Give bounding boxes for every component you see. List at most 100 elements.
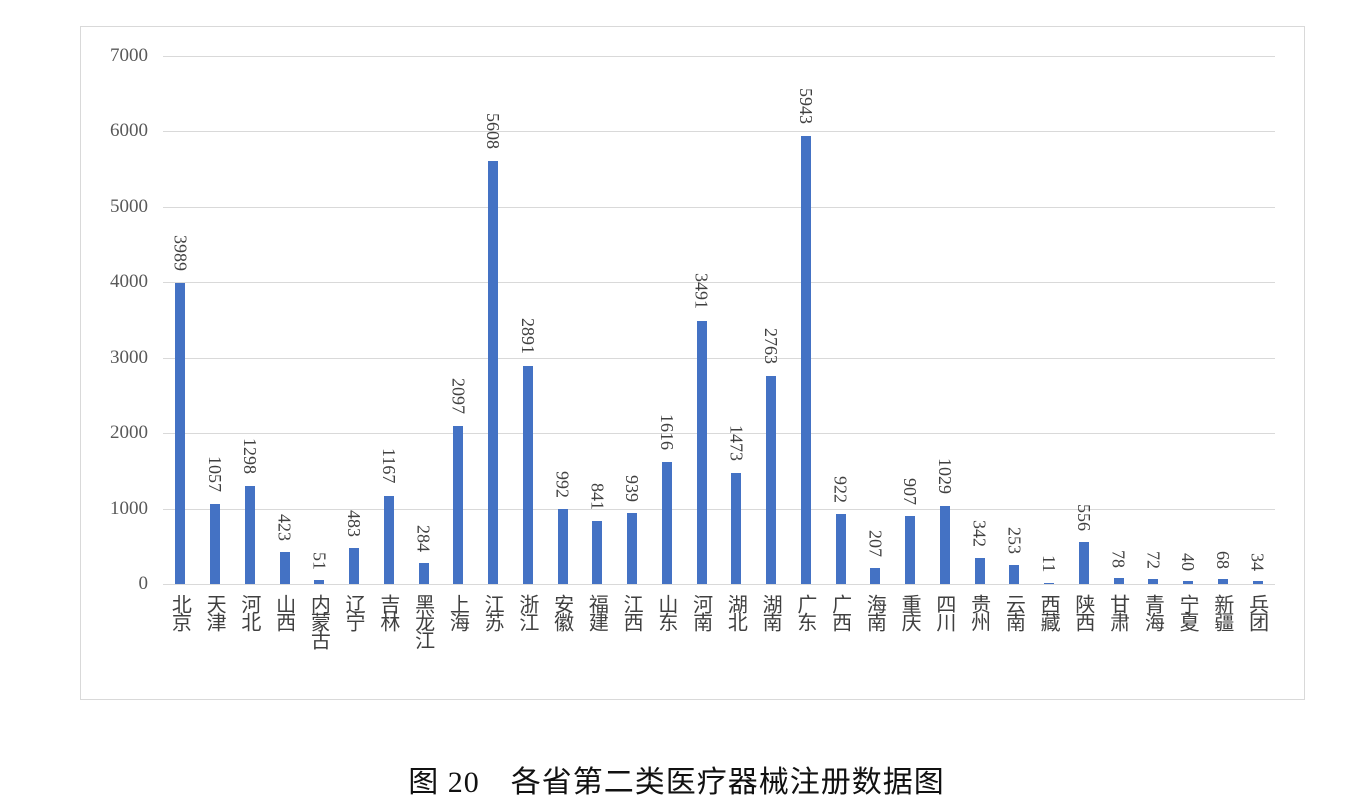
x-tick-label: 江苏 [481,594,506,630]
data-label: 992 [552,471,573,499]
x-tick-label: 黑龙江 [411,594,436,648]
x-tick-label: 甘肃 [1106,594,1131,630]
bar [939,506,950,584]
x-tick-label: 青海 [1141,594,1166,630]
x-tick-label: 江西 [620,594,645,630]
data-label: 5608 [483,112,504,149]
y-tick-label: 3000 [110,346,148,368]
x-tick-label: 广西 [828,594,853,630]
data-label: 939 [622,475,643,503]
data-label: 2763 [761,327,782,364]
chart-frame [80,26,1305,700]
x-tick-label: 北京 [168,594,193,630]
x-tick-label: 浙江 [515,594,540,630]
bar [1044,583,1055,584]
data-label: 556 [1073,504,1094,532]
x-tick-label: 内蒙古 [307,594,332,648]
y-tick-label: 6000 [110,120,148,142]
data-label: 72 [1143,550,1164,569]
bar [800,135,811,584]
gridline [163,508,1275,510]
bar [279,552,290,584]
x-tick-label: 上海 [446,594,471,630]
gridline [163,433,1275,435]
bar [210,504,221,584]
y-tick-label: 5000 [110,195,148,217]
data-label: 2097 [448,377,469,414]
x-tick-label: 湖北 [724,594,749,630]
data-label: 284 [413,524,434,552]
data-label: 5943 [795,87,816,124]
y-tick-label: 2000 [110,422,148,444]
bar [349,547,360,584]
x-tick-label: 陕西 [1071,594,1096,630]
bar [1252,581,1263,584]
bar [557,509,568,584]
bar [383,495,394,584]
x-tick-label: 河北 [237,594,262,630]
bar [627,513,638,584]
data-label: 907 [900,477,921,505]
x-tick-label: 天津 [203,594,228,630]
x-tick-label: 贵州 [967,594,992,630]
x-tick-label: 广东 [793,594,818,630]
bar [522,365,533,584]
gridline [163,357,1275,359]
x-tick-label: 安徽 [550,594,575,630]
x-tick-label: 辽宁 [342,594,367,630]
figure-caption: 图 20 各省第二类医疗器械注册数据图 [0,757,1353,801]
bar [1009,564,1020,584]
bar [766,375,777,584]
bar [314,580,325,584]
data-label: 1057 [205,456,226,493]
bar [488,161,499,584]
bar [905,515,916,584]
bar [453,425,464,584]
data-label: 841 [587,482,608,510]
data-label: 253 [1004,526,1025,554]
bar [696,320,707,584]
data-label: 342 [969,520,990,548]
bar [1078,542,1089,584]
data-label: 40 [1178,552,1199,571]
data-label: 3491 [691,272,712,309]
y-tick-label: 0 [138,573,149,594]
y-tick-label: 4000 [110,271,148,293]
x-tick-label: 重庆 [898,594,923,630]
data-label: 34 [1247,553,1268,572]
bar [175,283,186,584]
x-tick-label: 四川 [932,594,957,630]
data-label: 1616 [656,414,677,451]
data-label: 483 [344,509,365,537]
x-tick-label: 福建 [585,594,610,630]
x-tick-label: 河南 [689,594,714,630]
data-label: 68 [1212,550,1233,569]
bar [1113,578,1124,584]
data-label: 922 [830,476,851,504]
data-label: 1298 [239,438,260,475]
gridline [163,56,1275,57]
bar [661,462,672,584]
y-tick-label: 7000 [110,45,148,66]
data-label: 1029 [934,458,955,495]
caption-prefix: 图 20 [408,766,480,799]
x-tick-label: 云南 [1002,594,1027,630]
data-label: 3989 [170,235,191,272]
data-label: 11 [1039,555,1060,573]
caption-title: 各省第二类医疗器械注册数据图 [510,766,945,799]
bar [1148,578,1159,584]
bar [1183,580,1194,584]
data-label: 423 [274,514,295,542]
gridline [163,131,1275,133]
y-tick-label: 1000 [110,497,148,519]
bar [592,520,603,584]
x-tick-label: 新疆 [1210,594,1235,630]
data-label: 78 [1108,550,1129,569]
plot-area [163,56,1275,585]
data-label: 1167 [378,447,399,484]
bar [974,558,985,584]
data-label: 207 [865,530,886,558]
gridline [163,206,1275,208]
x-tick-label: 宁夏 [1176,594,1201,630]
bar [870,568,881,584]
